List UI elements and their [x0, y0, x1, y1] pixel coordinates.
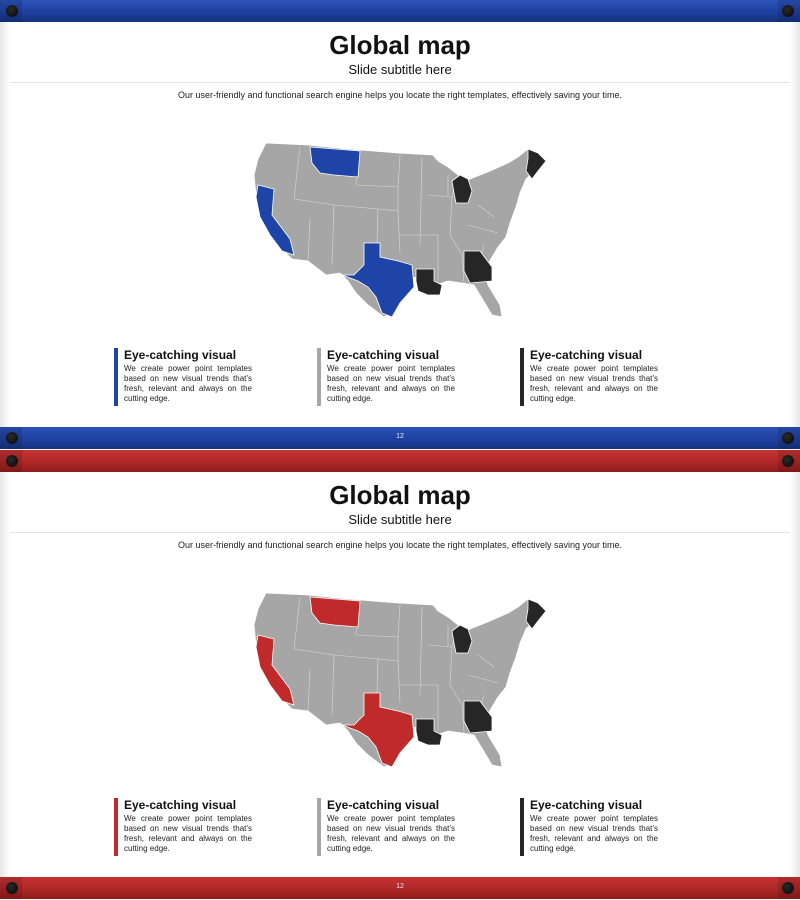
- feature-card: Eye-catching visual We create power poin…: [317, 798, 467, 856]
- frame-right: [790, 472, 800, 877]
- bolt-icon: [782, 432, 794, 444]
- page-number: 12: [396, 883, 404, 890]
- feature-body: We create power point templates based on…: [124, 814, 252, 853]
- feature-card: Eye-catching visual We create power poin…: [114, 798, 264, 856]
- feature-title: Eye-catching visual: [530, 798, 643, 812]
- feature-title: Eye-catching visual: [124, 798, 237, 812]
- feature-body: We create power point templates based on…: [124, 364, 252, 403]
- feature-stripe-dark: [520, 798, 524, 856]
- slide-description: Our user-friendly and functional search …: [177, 90, 623, 100]
- map-state-california: [255, 634, 295, 706]
- feature-card: Eye-catching visual We create power poin…: [317, 348, 467, 406]
- top-bar: [0, 0, 800, 22]
- feature-stripe-dark: [520, 348, 524, 406]
- feature-card: Eye-catching visual We create power poin…: [520, 348, 670, 406]
- bottom-bar: 12: [0, 427, 800, 449]
- feature-body: We create power point templates based on…: [530, 814, 658, 853]
- page-number: 12: [396, 433, 404, 440]
- map-state-montana: [309, 146, 361, 178]
- slide-blue: Global map Slide subtitle here Our user-…: [0, 0, 800, 450]
- slide-subtitle: Slide subtitle here: [348, 62, 452, 77]
- feature-title: Eye-catching visual: [327, 798, 440, 812]
- slide-description: Our user-friendly and functional search …: [177, 540, 623, 550]
- feature-stripe-accent: [114, 798, 118, 856]
- feature-body: We create power point templates based on…: [327, 364, 455, 403]
- frame-right: [790, 22, 800, 427]
- feature-title: Eye-catching visual: [124, 348, 237, 362]
- map-state-michigan: [451, 174, 473, 204]
- frame-left: [0, 22, 10, 427]
- map-state-montana: [309, 596, 361, 628]
- map-state-texas: [341, 242, 415, 318]
- map-state-california: [255, 184, 295, 256]
- bolt-icon: [782, 882, 794, 894]
- top-bar: [0, 450, 800, 472]
- map-state-georgia: [463, 250, 493, 284]
- feature-body: We create power point templates based on…: [327, 814, 455, 853]
- map-state-michigan: [451, 624, 473, 654]
- feature-body: We create power point templates based on…: [530, 364, 658, 403]
- divider: [10, 532, 790, 533]
- map-state-maine: [525, 148, 547, 180]
- feature-stripe-accent: [114, 348, 118, 406]
- bolt-icon: [782, 5, 794, 17]
- bottom-bar: 12: [0, 877, 800, 899]
- map-state-louisiana: [415, 268, 443, 296]
- slide-title: Global map: [329, 480, 471, 510]
- map-state-texas: [341, 692, 415, 768]
- bolt-icon: [782, 455, 794, 467]
- bolt-icon: [6, 882, 18, 894]
- slide-red: Global map Slide subtitle here Our user-…: [0, 450, 800, 900]
- bolt-icon: [6, 432, 18, 444]
- slide-subtitle: Slide subtitle here: [348, 512, 452, 527]
- us-map: [253, 142, 547, 318]
- feature-card: Eye-catching visual We create power poin…: [520, 798, 670, 856]
- divider: [10, 82, 790, 83]
- feature-stripe-grey: [317, 348, 321, 406]
- feature-card: Eye-catching visual We create power poin…: [114, 348, 264, 406]
- feature-title: Eye-catching visual: [327, 348, 440, 362]
- map-state-maine: [525, 598, 547, 630]
- map-state-georgia: [463, 700, 493, 734]
- frame-left: [0, 472, 10, 877]
- feature-title: Eye-catching visual: [530, 348, 643, 362]
- feature-stripe-grey: [317, 798, 321, 856]
- bolt-icon: [6, 455, 18, 467]
- bolt-icon: [6, 5, 18, 17]
- slide-title: Global map: [329, 30, 471, 60]
- us-map: [253, 592, 547, 768]
- map-state-louisiana: [415, 718, 443, 746]
